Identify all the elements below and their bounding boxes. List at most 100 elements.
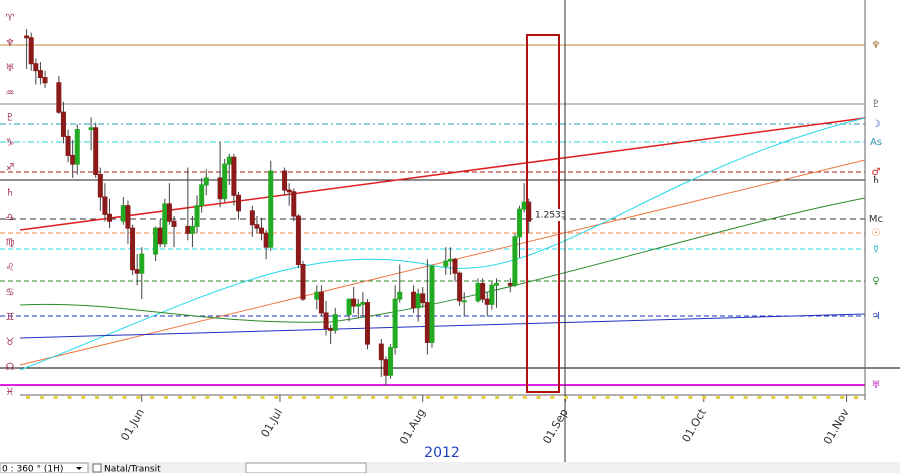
- axis-marker: [729, 396, 734, 399]
- candle-body: [120, 205, 126, 222]
- axis-marker: [785, 396, 789, 399]
- price-label: 1.2533: [535, 211, 567, 221]
- year-label: 2012: [424, 445, 460, 461]
- candle-body: [199, 184, 205, 207]
- toolbar: [0, 462, 900, 473]
- candle-body: [411, 291, 417, 309]
- candle-body: [447, 258, 453, 262]
- range-dropdown[interactable]: [0, 462, 89, 473]
- candle-body: [166, 203, 172, 222]
- candle-body: [217, 177, 223, 200]
- axis-marker: [329, 396, 334, 399]
- candle-body: [37, 70, 43, 79]
- candle-body: [93, 127, 99, 176]
- axis-marker: [26, 396, 30, 399]
- axis-marker: [136, 396, 141, 399]
- candle-body: [489, 284, 495, 305]
- right-glyph: As: [870, 137, 882, 148]
- axis-marker: [246, 396, 251, 399]
- right-glyph: ♂: [872, 167, 881, 178]
- toolbar-field[interactable]: [245, 462, 367, 473]
- candle-body: [282, 170, 288, 191]
- axis-marker: [619, 396, 624, 399]
- candle-body: [318, 291, 324, 314]
- candle-body: [222, 163, 228, 200]
- candle-body: [33, 63, 39, 72]
- left-glyph: ♈: [6, 13, 15, 24]
- candle-body: [259, 227, 265, 234]
- candle-body: [429, 265, 435, 343]
- candle-body: [526, 201, 532, 222]
- candle-body: [507, 283, 513, 286]
- right-glyph: ☉: [872, 228, 881, 239]
- axis-marker: [550, 396, 555, 399]
- axis-marker: [605, 396, 610, 399]
- candle-body: [457, 272, 463, 302]
- candle-body: [153, 227, 159, 255]
- axis-marker: [660, 396, 665, 399]
- right-glyph: ♄: [872, 175, 881, 186]
- candle-body: [355, 303, 361, 307]
- axis-marker: [357, 396, 362, 399]
- axis-marker: [481, 396, 486, 399]
- axis-marker: [95, 396, 99, 399]
- candle-body: [452, 258, 458, 274]
- axis-marker: [771, 396, 776, 399]
- axis-marker: [412, 396, 417, 399]
- candle-body: [28, 37, 34, 65]
- axis-marker: [53, 396, 58, 399]
- candle-body: [134, 269, 140, 274]
- mode-text: Natal/Transit: [104, 465, 161, 473]
- transit-line: [19, 197, 866, 323]
- right-glyph: ♇: [872, 99, 881, 110]
- candle-body: [360, 302, 366, 305]
- candle-body: [378, 343, 384, 361]
- mode-checkbox[interactable]: [92, 463, 102, 473]
- candle-body: [236, 194, 242, 212]
- axis-marker: [219, 396, 224, 399]
- axis-marker: [854, 396, 858, 399]
- axis-marker: [343, 396, 348, 399]
- candle-body: [323, 312, 329, 330]
- left-glyph: ☊: [6, 362, 15, 373]
- axis-marker: [633, 396, 638, 399]
- axis-marker: [453, 396, 458, 399]
- axis-marker: [674, 396, 679, 399]
- candle-body: [475, 283, 481, 302]
- axis-marker: [591, 396, 596, 399]
- candle-body: [332, 314, 338, 331]
- candle-body: [74, 129, 80, 165]
- candle-body: [97, 174, 103, 198]
- axis-marker: [315, 396, 320, 399]
- candle-body: [24, 35, 30, 39]
- axis-marker: [81, 396, 86, 399]
- candle-body: [420, 293, 426, 304]
- candle-body: [484, 298, 490, 305]
- candle-body: [328, 328, 334, 331]
- axis-marker: [302, 396, 306, 399]
- candle-body: [512, 236, 518, 286]
- candle-body: [226, 156, 232, 165]
- candle-body: [125, 205, 131, 229]
- left-glyph: ♉: [6, 337, 15, 348]
- axis-marker: [426, 396, 431, 399]
- axis-marker: [467, 396, 472, 399]
- candle-body: [185, 225, 191, 234]
- transit-line: [19, 117, 866, 371]
- candle-body: [291, 191, 297, 217]
- candle-body: [194, 205, 200, 227]
- candle-body: [42, 77, 48, 84]
- range-text: 0 : 360 ° (1H): [2, 465, 63, 473]
- axis-marker: [205, 396, 210, 399]
- candle-body: [56, 82, 62, 113]
- axis-marker: [233, 396, 237, 399]
- candle-body: [189, 225, 195, 234]
- axis-marker: [371, 396, 375, 399]
- candle-body: [397, 291, 403, 300]
- axis-marker: [191, 396, 196, 399]
- axis-marker: [164, 396, 168, 399]
- left-glyph: ♒: [6, 88, 15, 99]
- dropdown-arrow: [76, 467, 82, 470]
- candle-body: [517, 208, 523, 238]
